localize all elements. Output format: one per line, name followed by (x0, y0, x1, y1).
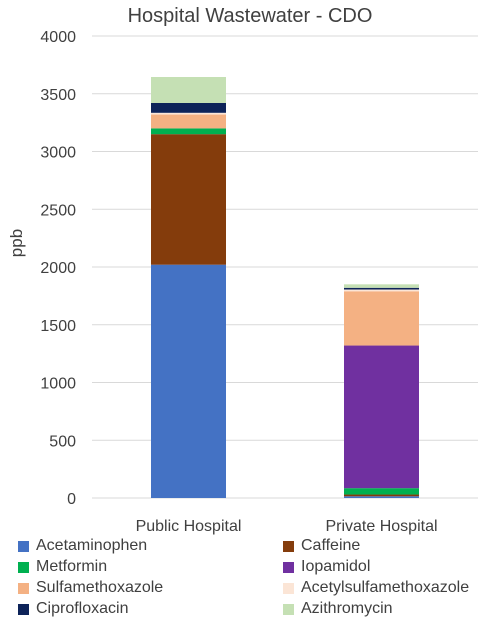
y-axis-ticks: 0 500 1000 1500 2000 2500 3000 3500 4000 (40, 29, 76, 508)
legend-item: Sulfamethoxazole (18, 578, 163, 598)
bar-segment-sulfamethoxazole-public (151, 114, 226, 129)
bar-segment-metformin-public (151, 128, 226, 135)
bar-segment-azithromycin-private (344, 284, 419, 288)
legend-swatch (18, 603, 29, 615)
legend-label: Acetylsulfamethoxazole (301, 579, 470, 596)
legend-label: Acetaminophen (36, 537, 148, 554)
bar-segment-acetylsulfamethoxazole-private (344, 289, 419, 292)
chart-title: Hospital Wastewater - CDO (128, 5, 373, 27)
bar-segment-ciprofloxacin-private (344, 287, 419, 290)
bar-segment-metformin-private (344, 488, 419, 495)
y-tick-label: 2500 (40, 202, 76, 219)
y-tick-label: 4000 (40, 29, 76, 46)
legend-label: Metformin (36, 558, 108, 575)
x-axis-ticks: Public Hospital Private Hospital (136, 518, 438, 535)
bar-segment-acetylsulfamethoxazole-public (151, 112, 226, 115)
legend-swatch (18, 582, 29, 594)
legend-label: Sulfamethoxazole (36, 579, 164, 596)
bar-segment-iopamidol-private (344, 345, 419, 489)
x-tick-label: Private Hospital (325, 518, 437, 535)
bar-segment-acetaminophen-private (344, 496, 419, 498)
bar-segment-azithromycin-public (151, 77, 226, 103)
legend-item: Iopamidol (283, 557, 370, 577)
legend-swatch (18, 561, 29, 573)
legend-swatch (283, 582, 294, 594)
legend-swatch (283, 561, 294, 573)
legend-item: Acetylsulfamethoxazole (283, 578, 469, 598)
bar-segment-sulfamethoxazole-private (344, 291, 419, 346)
bars (151, 77, 419, 498)
legend-item: Ciprofloxacin (18, 599, 128, 619)
legend-label: Ciprofloxacin (36, 600, 129, 617)
y-tick-label: 1000 (40, 376, 76, 393)
bar-segment-caffeine-public (151, 134, 226, 265)
y-tick-label: 1500 (40, 318, 76, 335)
stacked-bar-chart: Hospital Wastewater - CDO ppb 0 500 1000 15… (7, 5, 478, 535)
legend-item: Acetaminophen (18, 536, 147, 556)
legend-item: Azithromycin (283, 599, 393, 619)
gridlines (92, 35, 478, 499)
bar-segment-ciprofloxacin-public (151, 102, 226, 113)
y-axis-label: ppb (7, 229, 26, 257)
y-tick-label: 3000 (40, 145, 76, 162)
y-tick-label: 3500 (40, 87, 76, 104)
bar-segment-caffeine-private (344, 494, 419, 497)
y-tick-label: 2000 (40, 260, 76, 277)
y-tick-label: 500 (49, 433, 76, 450)
legend-item: Metformin (18, 557, 107, 577)
legend-label: Caffeine (301, 537, 361, 554)
legend-swatch (283, 540, 294, 552)
legend-label: Iopamidol (301, 558, 371, 575)
legend-item: Caffeine (283, 536, 360, 556)
bar-segment-acetaminophen-public (151, 264, 226, 498)
legend-label: Azithromycin (301, 600, 393, 617)
legend-swatch (18, 540, 29, 552)
y-tick-label: 0 (67, 491, 76, 508)
legend-swatch (283, 603, 294, 615)
x-tick-label: Public Hospital (136, 518, 242, 535)
